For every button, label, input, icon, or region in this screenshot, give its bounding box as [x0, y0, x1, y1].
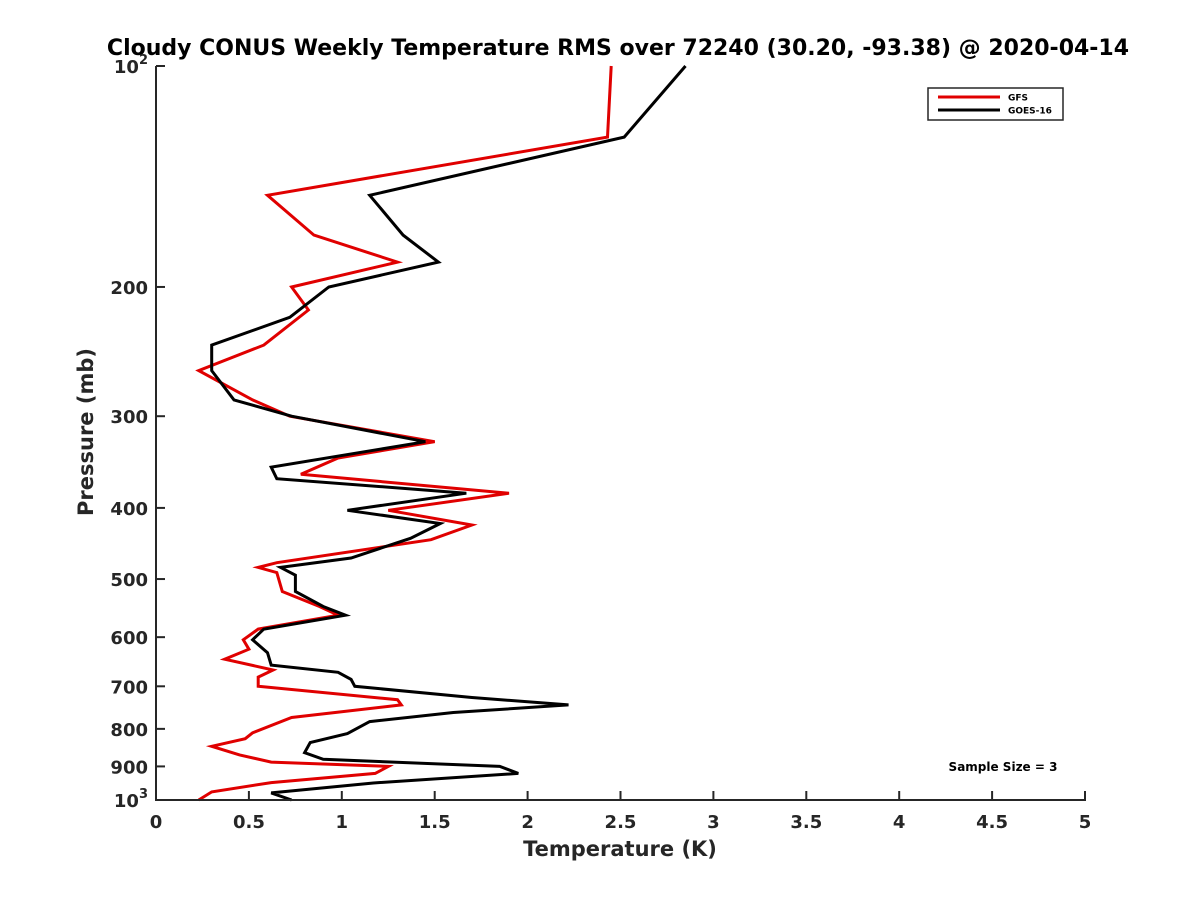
y-tick-label: 400 [110, 499, 148, 520]
y-axis: 102 200 300 400 500 600 700 800 900 103 [110, 53, 165, 812]
y-tick-label: 200 [110, 278, 148, 299]
x-tick-label: 1 [336, 812, 349, 833]
legend-label: GOES-16 [1008, 107, 1052, 117]
chart-title: Cloudy CONUS Weekly Temperature RMS over… [107, 36, 1129, 61]
x-tick-label: 0 [150, 812, 163, 833]
y-tick-label: 800 [110, 720, 148, 741]
y-tick-label: 900 [110, 757, 148, 778]
y-axis-label: Pressure (mb) [74, 348, 98, 516]
plot-area [195, 65, 687, 802]
x-tick-label: 3 [707, 812, 720, 833]
legend-label: GFS [1008, 94, 1028, 104]
x-tick-label: 5 [1079, 812, 1092, 833]
x-tick-label: 2.5 [605, 812, 637, 833]
legend: GFS GOES-16 [927, 87, 1064, 121]
y-tick-label: 103 [114, 787, 148, 812]
legend-box [927, 87, 1064, 121]
x-tick-label: 3.5 [790, 812, 822, 833]
y-tick-label: 102 [114, 53, 148, 78]
sample-size-annotation: Sample Size = 3 [949, 760, 1058, 774]
x-tick-label: 1.5 [419, 812, 451, 833]
x-tick-label: 0.5 [233, 812, 265, 833]
x-axis-label: Temperature (K) [523, 837, 717, 861]
x-tick-label: 4 [893, 812, 906, 833]
y-tick-label: 300 [110, 407, 148, 428]
y-tick-label: 700 [110, 677, 148, 698]
series-line-gfs [195, 65, 613, 802]
y-tick-label: 600 [110, 628, 148, 649]
y-tick-label: 500 [110, 570, 148, 591]
series-line-goes-16 [210, 65, 687, 802]
x-tick-label: 2 [521, 812, 534, 833]
x-tick-label: 4.5 [976, 812, 1008, 833]
x-axis: 0 0.5 1 1.5 2 2.5 3 3.5 4 4.5 5 [150, 791, 1092, 833]
